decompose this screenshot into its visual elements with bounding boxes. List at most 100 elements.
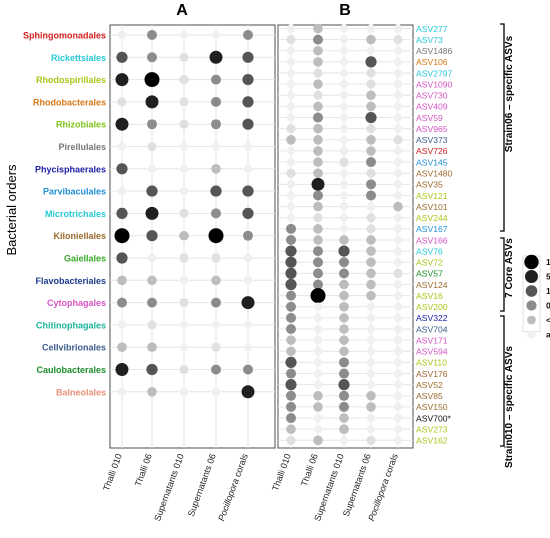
bubble-asv-5-4 [366, 68, 376, 78]
bubble-order-10-3 [179, 230, 189, 241]
group-bracket [500, 23, 505, 232]
bubble-order-15-1 [117, 342, 127, 353]
bubble-order-2-5 [242, 51, 254, 63]
bubble-asv-34-3 [339, 390, 349, 401]
bubble-order-10-1 [114, 228, 130, 244]
bubble-order-16-5 [243, 364, 253, 375]
bubble-asv-19-4 [366, 224, 376, 234]
bubble-asv-2-5 [393, 35, 403, 45]
bubble-asv-8-5 [393, 102, 403, 111]
bubble-order-17-2 [147, 387, 157, 397]
bubble-asv-19-1 [286, 223, 296, 234]
x-tick-label: Thalli 06 [133, 452, 154, 487]
bubble-order-17-4 [211, 387, 221, 396]
bubble-asv-3-4 [366, 46, 376, 55]
bubble-asv-25-4 [366, 290, 376, 301]
bubble-order-16-4 [211, 364, 221, 375]
bubble-asv-26-3 [339, 301, 349, 312]
bubble-order-16-3 [179, 364, 189, 375]
bubble-asv-6-3 [339, 79, 349, 89]
bubble-asv-17-4 [366, 202, 376, 211]
group-label-strain06: Strain06 – specific ASVs [504, 35, 515, 152]
x-tick-label: Pocillopora corals [216, 452, 250, 523]
group-bracket [500, 237, 505, 312]
bubble-asv-30-5 [393, 347, 403, 356]
bubble-order-5-2 [147, 119, 157, 130]
bubble-asv-9-2 [313, 112, 323, 123]
bubble-asv-11-4 [366, 135, 376, 145]
bubble-asv-15-5 [393, 180, 403, 189]
bubble-asv-37-3 [339, 424, 349, 434]
bubble-asv-20-3 [339, 235, 349, 245]
row-label-asv: ASV110 [416, 358, 447, 368]
bubble-order-12-3 [179, 276, 189, 285]
bubble-asv-20-2 [313, 235, 323, 245]
bubble-order-8-4 [210, 185, 222, 197]
row-label-order: Rhodobacterales [33, 97, 106, 107]
bubble-order-11-1 [116, 252, 128, 264]
bubble-asv-10-2 [313, 123, 323, 134]
bubble-order-17-3 [179, 387, 189, 396]
bubble-order-6-5 [243, 142, 253, 151]
bubble-order-10-4 [208, 228, 224, 244]
bubble-order-5-1 [115, 117, 129, 131]
bubble-asv-13-2 [313, 157, 323, 167]
bubble-asv-6-5 [393, 79, 403, 89]
bubble-asv-29-5 [393, 335, 403, 345]
bubble-asv-1-4 [366, 24, 376, 33]
bubble-asv-32-4 [366, 369, 376, 378]
bubble-asv-22-4 [366, 257, 376, 268]
bubble-order-4-2 [145, 95, 159, 109]
bubble-asv-38-2 [313, 435, 323, 446]
bubble-asv-3-2 [313, 45, 323, 56]
bubble-order-12-4 [211, 275, 221, 286]
bubble-order-16-1 [115, 363, 129, 376]
row-label-asv: ASV85 [416, 391, 443, 401]
bubble-order-3-2 [144, 72, 160, 88]
legend-label: 0.1–1% [546, 301, 550, 311]
bubble-order-9-5 [242, 207, 254, 219]
legend-swatch [527, 315, 536, 325]
bubble-order-13-4 [211, 297, 221, 308]
row-label-asv: ASV1090 [416, 79, 453, 89]
bubble-asv-15-2 [311, 177, 325, 191]
bubble-asv-30-1 [286, 346, 296, 357]
bubble-order-5-3 [179, 119, 189, 129]
bubble-asv-30-4 [366, 347, 376, 356]
bubble-asv-24-4 [366, 279, 376, 290]
bubble-asv-23-2 [313, 268, 323, 279]
bubble-asv-10-3 [339, 124, 349, 133]
bubble-asv-3-5 [393, 46, 403, 55]
bubble-asv-28-3 [339, 324, 349, 334]
bubble-asv-34-4 [366, 390, 376, 401]
bubble-asv-35-4 [366, 402, 376, 412]
bubble-order-13-5 [241, 296, 255, 310]
bubble-asv-8-1 [286, 102, 296, 111]
bubble-order-1-3 [179, 30, 189, 40]
bubble-asv-15-3 [339, 180, 349, 189]
bubble-asv-28-2 [313, 324, 323, 334]
bubble-order-7-3 [179, 164, 189, 173]
bubble-asv-10-5 [393, 124, 403, 133]
row-label-asv: ASV35 [416, 180, 443, 190]
legend-label: 15–35% [546, 257, 550, 267]
row-label-asv: ASV409 [416, 102, 448, 112]
row-label-asv: ASV16 [416, 291, 443, 301]
bubble-order-16-2 [146, 363, 158, 376]
bubble-order-1-1 [117, 30, 127, 40]
bubble-asv-27-3 [339, 313, 349, 323]
bubble-asv-23-4 [366, 268, 376, 279]
bubble-order-11-5 [243, 253, 253, 263]
row-label-order: Pirellulales [58, 142, 106, 152]
bubble-asv-16-2 [313, 190, 323, 201]
bubble-order-8-3 [179, 186, 189, 196]
bubble-asv-17-1 [286, 202, 296, 211]
legend-swatch [525, 285, 538, 297]
bubble-asv-37-4 [366, 424, 376, 434]
bubble-order-14-5 [243, 320, 253, 330]
bubble-asv-29-1 [286, 335, 296, 345]
legend-swatch [527, 330, 536, 339]
bubble-asv-19-3 [339, 224, 349, 234]
bubble-asv-20-1 [286, 234, 296, 245]
bubble-asv-35-3 [339, 401, 349, 412]
